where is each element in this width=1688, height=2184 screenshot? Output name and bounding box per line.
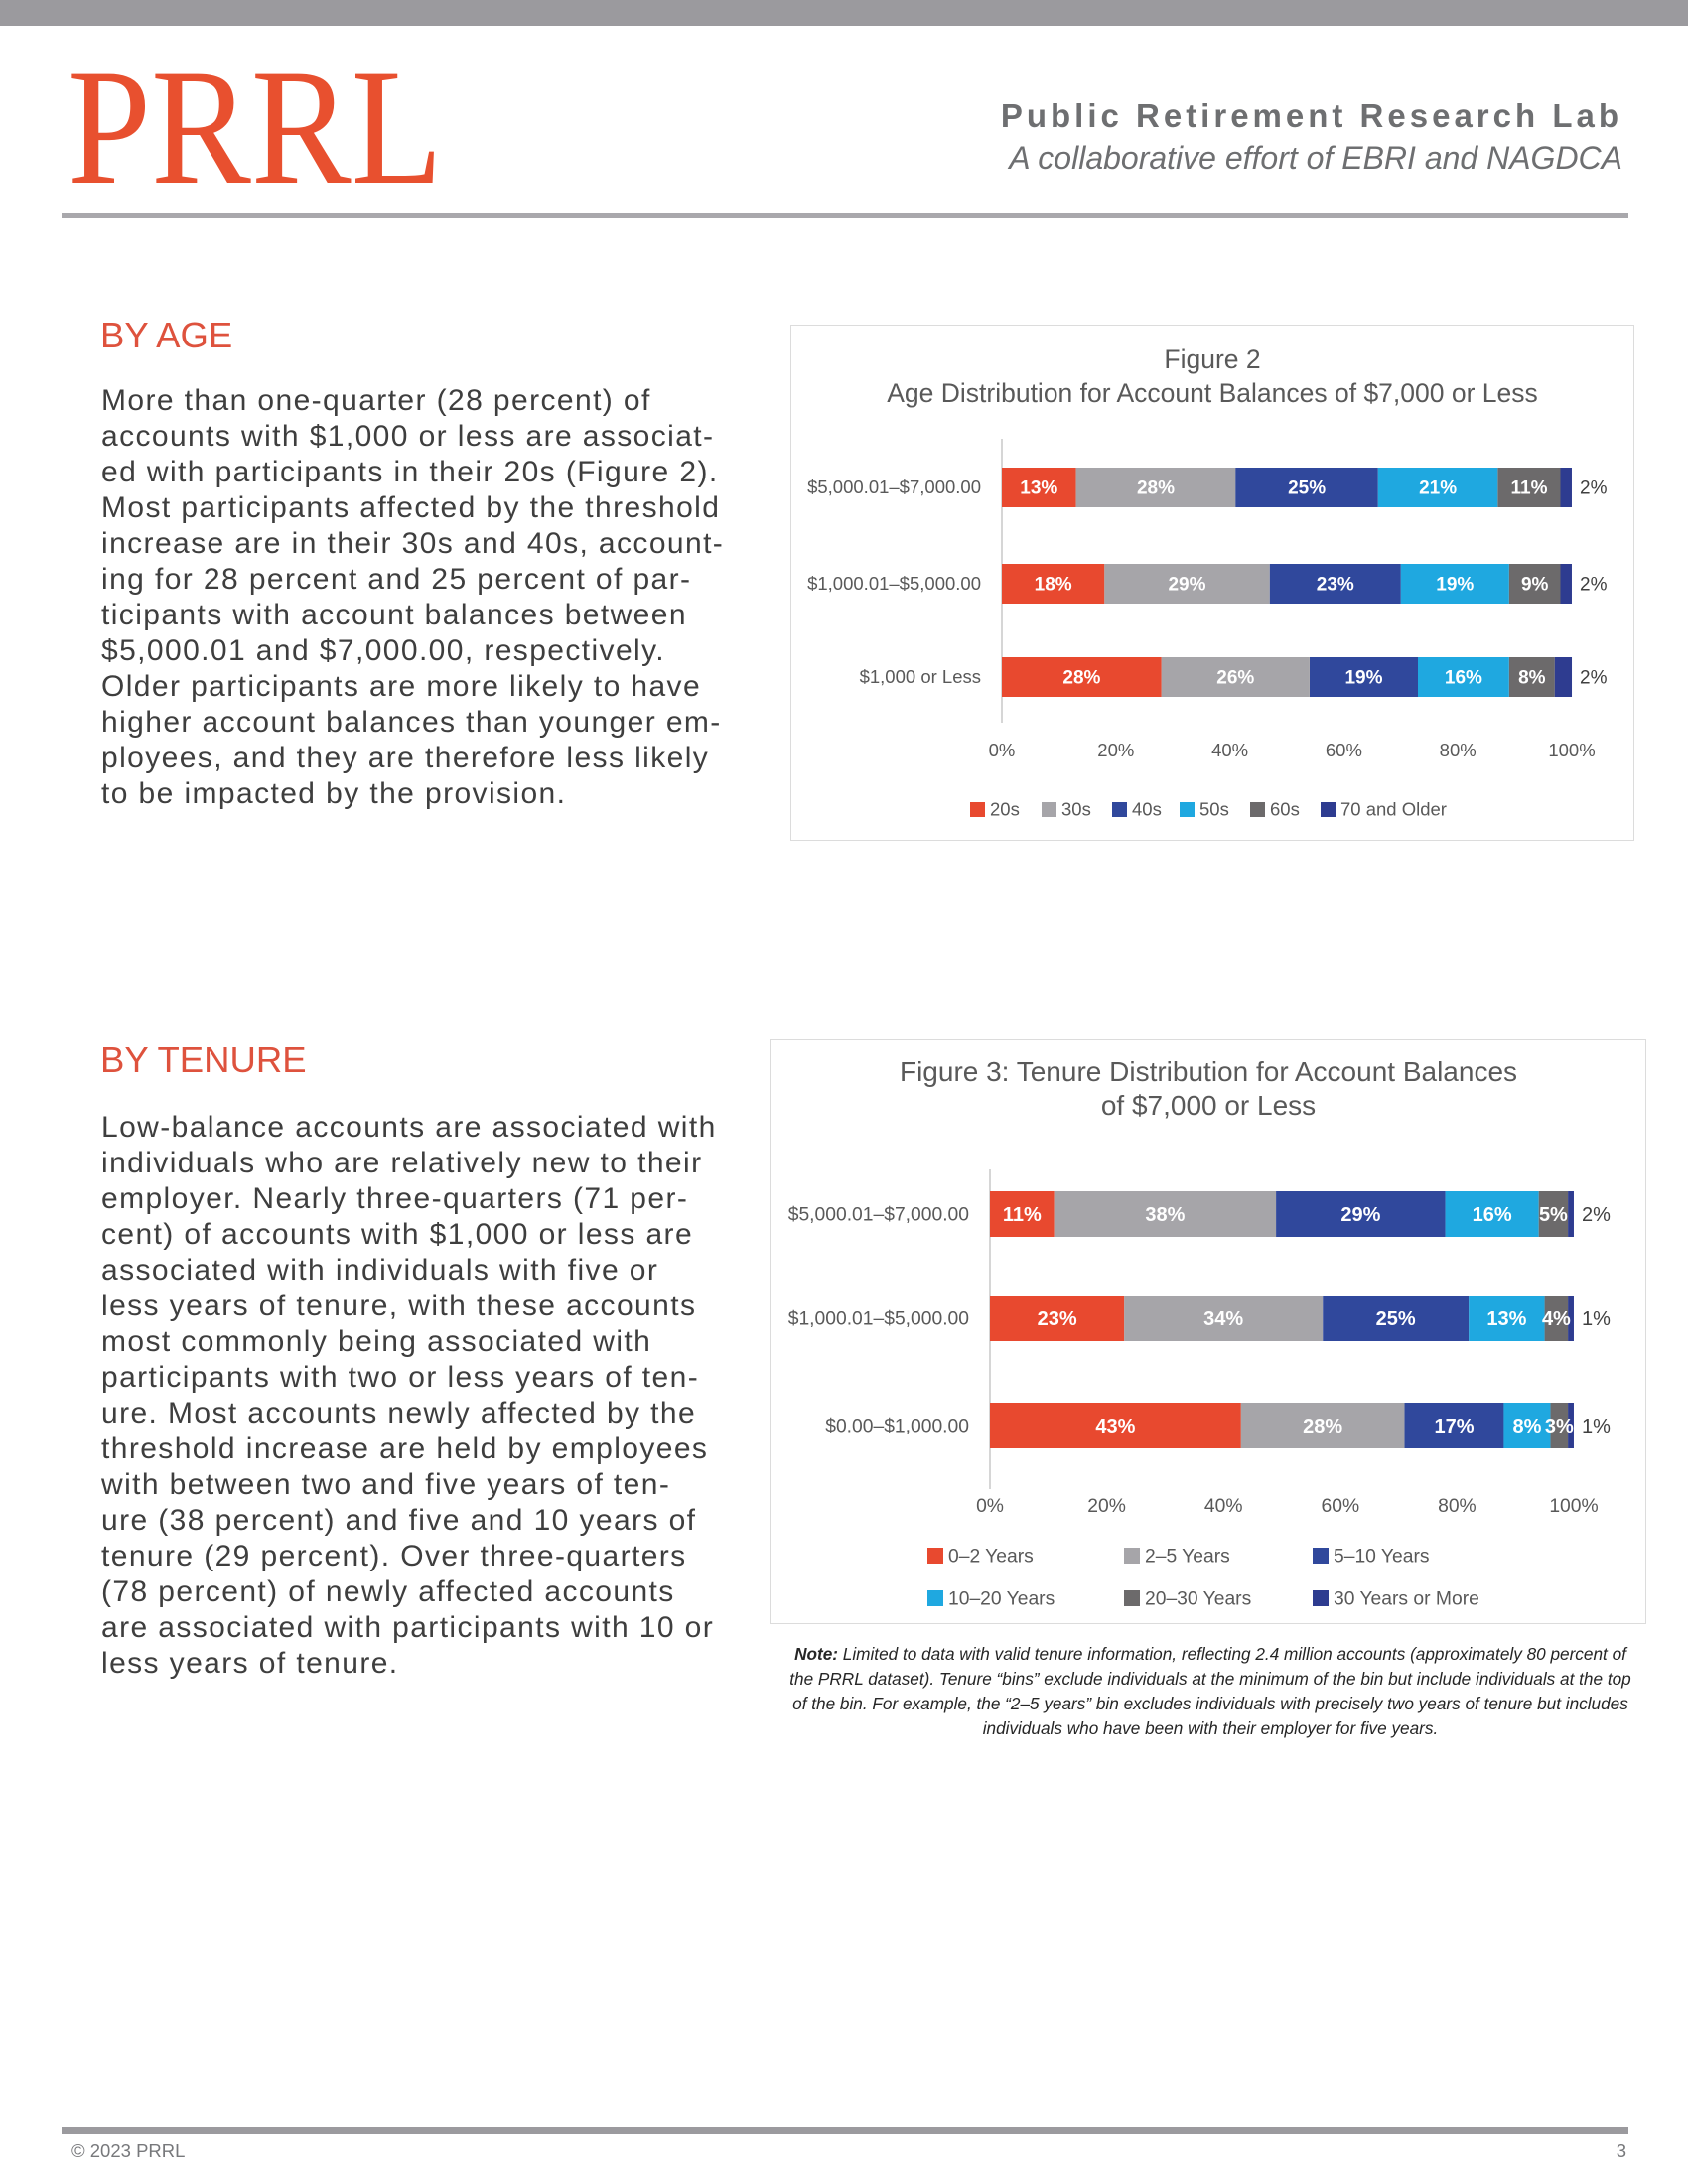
svg-text:$5,000.01–$7,000.00: $5,000.01–$7,000.00 bbox=[788, 1204, 969, 1225]
svg-text:28%: 28% bbox=[1303, 1416, 1342, 1437]
svg-text:16%: 16% bbox=[1473, 1204, 1512, 1226]
svg-text:$5,000.01–$7,000.00: $5,000.01–$7,000.00 bbox=[807, 477, 981, 497]
svg-text:8%: 8% bbox=[1518, 668, 1546, 689]
svg-text:18%: 18% bbox=[1035, 575, 1072, 596]
svg-text:20–30 Years: 20–30 Years bbox=[1145, 1589, 1251, 1610]
svg-text:60s: 60s bbox=[1270, 799, 1300, 820]
svg-text:40%: 40% bbox=[1204, 1496, 1243, 1517]
svg-text:28%: 28% bbox=[1137, 478, 1175, 499]
svg-text:0%: 0% bbox=[976, 1496, 1004, 1517]
svg-text:0%: 0% bbox=[989, 740, 1016, 760]
svg-text:$1,000 or Less: $1,000 or Less bbox=[860, 666, 981, 687]
svg-text:Age Distribution for Account B: Age Distribution for Account Balances of… bbox=[887, 378, 1538, 408]
svg-text:1%: 1% bbox=[1582, 1308, 1611, 1330]
svg-text:4%: 4% bbox=[1542, 1308, 1571, 1330]
svg-text:25%: 25% bbox=[1288, 478, 1326, 499]
svg-text:60%: 60% bbox=[1322, 1496, 1360, 1517]
svg-text:13%: 13% bbox=[1020, 478, 1057, 499]
svg-text:34%: 34% bbox=[1203, 1308, 1243, 1330]
svg-text:13%: 13% bbox=[1486, 1308, 1526, 1330]
svg-text:$0.00–$1,000.00: $0.00–$1,000.00 bbox=[825, 1416, 969, 1436]
svg-text:50s: 50s bbox=[1199, 799, 1229, 820]
svg-text:70 and Older: 70 and Older bbox=[1340, 799, 1447, 820]
svg-text:30s: 30s bbox=[1061, 799, 1091, 820]
svg-text:2%: 2% bbox=[1580, 575, 1608, 596]
svg-text:26%: 26% bbox=[1216, 668, 1254, 689]
svg-text:9%: 9% bbox=[1521, 575, 1549, 596]
svg-text:21%: 21% bbox=[1419, 478, 1457, 499]
svg-text:5%: 5% bbox=[1539, 1204, 1568, 1226]
svg-text:40%: 40% bbox=[1211, 740, 1248, 760]
svg-text:23%: 23% bbox=[1038, 1308, 1077, 1330]
svg-text:100%: 100% bbox=[1549, 1496, 1598, 1517]
svg-text:2%: 2% bbox=[1582, 1204, 1611, 1226]
svg-text:19%: 19% bbox=[1344, 668, 1382, 689]
svg-text:$1,000.01–$5,000.00: $1,000.01–$5,000.00 bbox=[807, 573, 981, 594]
svg-text:Figure 2: Figure 2 bbox=[1164, 344, 1260, 374]
svg-text:23%: 23% bbox=[1317, 575, 1354, 596]
svg-text:2%: 2% bbox=[1580, 478, 1608, 499]
svg-text:29%: 29% bbox=[1168, 575, 1205, 596]
svg-text:2–5 Years: 2–5 Years bbox=[1145, 1547, 1230, 1568]
svg-text:5–10 Years: 5–10 Years bbox=[1334, 1547, 1430, 1568]
svg-text:0–2 Years: 0–2 Years bbox=[948, 1547, 1034, 1568]
svg-text:40s: 40s bbox=[1132, 799, 1162, 820]
svg-text:$1,000.01–$5,000.00: $1,000.01–$5,000.00 bbox=[788, 1308, 969, 1329]
svg-text:Figure 3: Tenure Distribution: Figure 3: Tenure Distribution for Accoun… bbox=[900, 1056, 1517, 1087]
svg-text:19%: 19% bbox=[1436, 575, 1474, 596]
svg-text:17%: 17% bbox=[1434, 1416, 1474, 1437]
svg-text:80%: 80% bbox=[1440, 740, 1477, 760]
svg-text:20%: 20% bbox=[1097, 740, 1134, 760]
svg-text:of $7,000 or Less: of $7,000 or Less bbox=[1101, 1090, 1316, 1121]
svg-text:25%: 25% bbox=[1376, 1308, 1416, 1330]
svg-text:20s: 20s bbox=[990, 799, 1020, 820]
svg-text:20%: 20% bbox=[1087, 1496, 1126, 1517]
svg-text:43%: 43% bbox=[1095, 1416, 1135, 1437]
svg-text:11%: 11% bbox=[1003, 1204, 1042, 1226]
svg-text:80%: 80% bbox=[1438, 1496, 1477, 1517]
svg-text:38%: 38% bbox=[1145, 1204, 1185, 1226]
svg-text:29%: 29% bbox=[1340, 1204, 1380, 1226]
svg-text:1%: 1% bbox=[1582, 1416, 1611, 1437]
svg-text:100%: 100% bbox=[1548, 740, 1595, 760]
svg-text:16%: 16% bbox=[1445, 668, 1482, 689]
svg-text:8%: 8% bbox=[1513, 1416, 1542, 1437]
svg-text:60%: 60% bbox=[1326, 740, 1362, 760]
svg-text:2%: 2% bbox=[1580, 668, 1608, 689]
svg-text:3%: 3% bbox=[1545, 1416, 1574, 1437]
svg-text:11%: 11% bbox=[1511, 478, 1548, 499]
svg-text:10–20 Years: 10–20 Years bbox=[948, 1589, 1055, 1610]
svg-text:30 Years or More: 30 Years or More bbox=[1334, 1589, 1479, 1610]
svg-text:28%: 28% bbox=[1062, 668, 1100, 689]
